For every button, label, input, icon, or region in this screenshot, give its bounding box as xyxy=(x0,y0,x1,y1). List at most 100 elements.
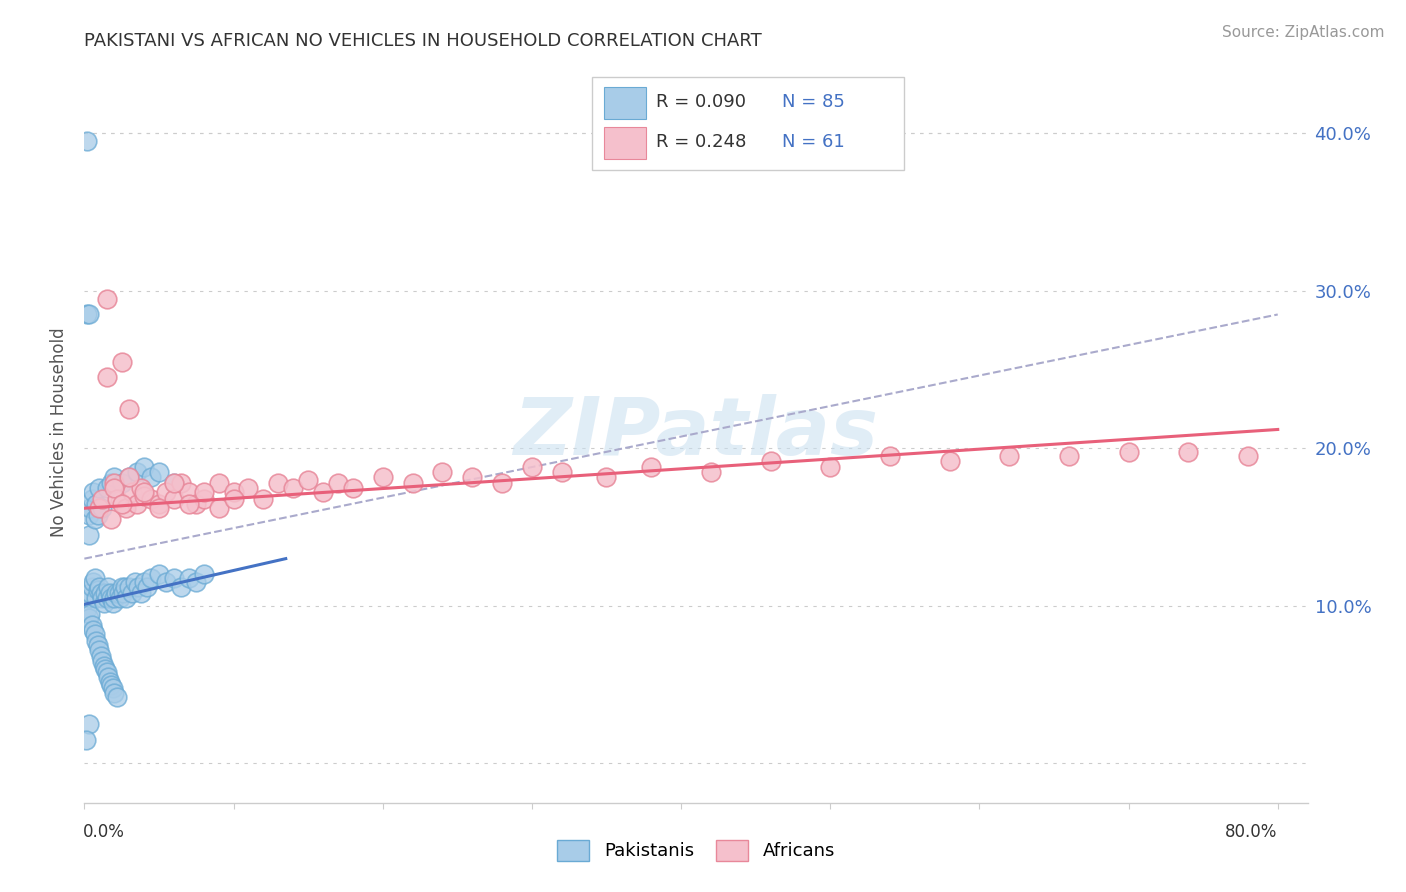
Point xyxy=(89,580,111,594)
Point xyxy=(103,476,125,491)
Point xyxy=(520,460,543,475)
Point xyxy=(112,586,135,600)
Point xyxy=(136,580,159,594)
Text: R = 0.090: R = 0.090 xyxy=(655,94,745,112)
Point xyxy=(118,402,141,417)
Point xyxy=(1237,449,1260,463)
Point xyxy=(124,575,146,590)
Point xyxy=(432,465,454,479)
Point xyxy=(84,633,107,648)
Point xyxy=(129,586,152,600)
Point xyxy=(186,575,208,590)
Point xyxy=(103,481,125,495)
Point xyxy=(148,465,170,479)
Point xyxy=(111,476,134,491)
Point xyxy=(461,469,484,483)
Point xyxy=(75,732,97,747)
Point xyxy=(111,496,134,510)
Point xyxy=(91,501,114,516)
Point xyxy=(193,567,215,582)
Point xyxy=(77,528,100,542)
Point xyxy=(170,476,193,491)
FancyBboxPatch shape xyxy=(605,87,645,120)
Point xyxy=(700,465,723,479)
Point xyxy=(79,586,101,600)
Point xyxy=(155,575,177,590)
Point xyxy=(100,591,122,605)
Point xyxy=(267,476,290,491)
Point xyxy=(1057,449,1080,463)
Point xyxy=(98,586,121,600)
Point xyxy=(155,485,177,500)
Point xyxy=(163,491,186,506)
Point xyxy=(91,491,114,506)
Point xyxy=(96,370,118,384)
Point xyxy=(84,591,107,605)
Point xyxy=(222,485,245,500)
Point xyxy=(141,570,163,584)
Legend: Pakistanis, Africans: Pakistanis, Africans xyxy=(550,832,842,868)
Point xyxy=(132,489,155,503)
Point xyxy=(94,586,117,600)
Point xyxy=(79,607,101,621)
Point xyxy=(125,465,148,479)
Point xyxy=(90,586,112,600)
Point xyxy=(96,591,118,605)
Point xyxy=(148,501,170,516)
Point xyxy=(80,580,103,594)
Point xyxy=(87,508,110,522)
Point xyxy=(938,454,960,468)
Point xyxy=(193,485,215,500)
Point xyxy=(96,665,118,679)
Point xyxy=(111,355,134,369)
Point xyxy=(77,508,100,522)
Point xyxy=(132,485,155,500)
Point xyxy=(118,469,141,483)
Point xyxy=(193,491,215,506)
Point xyxy=(101,681,124,695)
Text: PAKISTANI VS AFRICAN NO VEHICLES IN HOUSEHOLD CORRELATION CHART: PAKISTANI VS AFRICAN NO VEHICLES IN HOUS… xyxy=(84,32,762,50)
Point xyxy=(83,512,105,526)
Point xyxy=(222,491,245,506)
Point xyxy=(491,476,513,491)
Point xyxy=(297,473,319,487)
Point xyxy=(207,501,229,516)
Point xyxy=(94,662,117,676)
Point xyxy=(89,501,111,516)
FancyBboxPatch shape xyxy=(592,78,904,169)
Point xyxy=(163,570,186,584)
Point xyxy=(141,469,163,483)
Point xyxy=(104,586,127,600)
Point xyxy=(82,575,104,590)
Point xyxy=(80,617,103,632)
Point xyxy=(100,476,122,491)
Point xyxy=(82,485,104,500)
Point xyxy=(89,643,111,657)
Point xyxy=(89,481,111,495)
Point xyxy=(252,491,274,506)
Point xyxy=(107,586,129,600)
Point xyxy=(132,575,155,590)
Point xyxy=(115,501,138,516)
Point xyxy=(82,623,104,637)
Point xyxy=(127,580,149,594)
Point xyxy=(111,580,134,594)
Point xyxy=(238,481,260,495)
Point xyxy=(93,658,115,673)
Point xyxy=(186,496,208,510)
Text: N = 61: N = 61 xyxy=(782,133,845,152)
Point xyxy=(97,580,120,594)
Point xyxy=(401,476,423,491)
Point xyxy=(177,496,200,510)
FancyBboxPatch shape xyxy=(605,127,645,160)
Point xyxy=(76,308,98,322)
Point xyxy=(76,134,98,148)
Point xyxy=(103,591,125,605)
Point xyxy=(998,449,1021,463)
Point xyxy=(105,491,128,506)
Point xyxy=(163,476,186,491)
Point xyxy=(312,485,335,500)
Point xyxy=(100,512,122,526)
Y-axis label: No Vehicles in Household: No Vehicles in Household xyxy=(51,327,69,538)
Point xyxy=(163,476,186,491)
